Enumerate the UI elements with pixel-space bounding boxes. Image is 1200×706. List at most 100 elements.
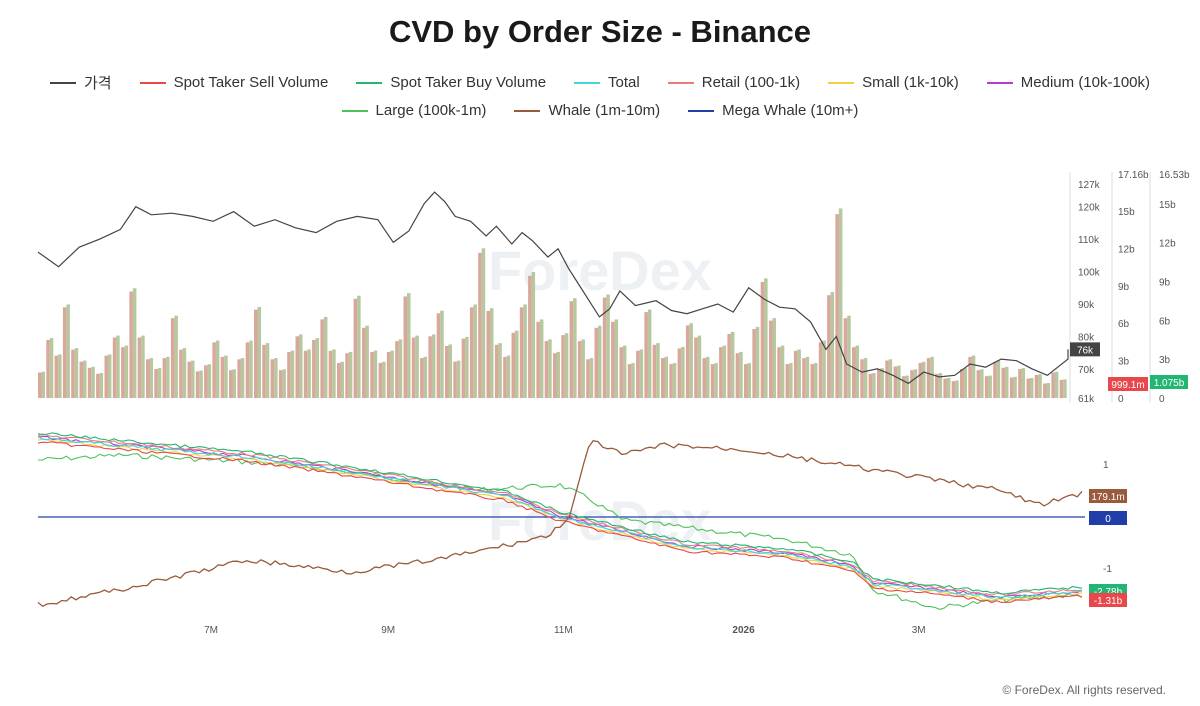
- sell-volume-bar: [1018, 369, 1022, 398]
- volume-bars: [38, 208, 1067, 398]
- buy-volume-bar: [888, 359, 893, 398]
- price-tick-label: 61k: [1078, 394, 1095, 405]
- sell-volume-bar: [104, 355, 108, 398]
- sell-volume-bar: [478, 252, 482, 398]
- retail-cvd-line: [37, 433, 1083, 597]
- buy-volume-bar: [465, 336, 469, 398]
- sell-volume-bar: [877, 369, 881, 398]
- sell-volume-bar: [428, 336, 432, 398]
- sell-volume-bar: [818, 342, 823, 398]
- buy-volume-bar: [149, 358, 153, 398]
- buy-volume-bar: [174, 315, 178, 398]
- buy-volume-bar: [490, 308, 494, 398]
- price-current-label: 76k: [1077, 345, 1094, 356]
- buy-volume-bar: [797, 349, 801, 398]
- buy-volume-bar: [224, 355, 228, 398]
- sell-volume-bar: [760, 281, 765, 398]
- sell-volume-bar: [337, 362, 341, 398]
- buy-volume-bar: [1054, 371, 1059, 398]
- legend-item-price[interactable]: 가격: [49, 72, 112, 93]
- buy-volume-bar: [191, 360, 195, 398]
- sell-volume-bar: [769, 320, 773, 398]
- buy-volume-bar: [74, 348, 79, 398]
- buy-volume-bar: [58, 354, 62, 398]
- buy-volume-bar: [631, 363, 635, 398]
- cvd-layer: [37, 432, 1085, 610]
- sell-volume-bar: [752, 329, 756, 398]
- buy-volume-tick-label: 9b: [1159, 277, 1171, 288]
- sell-volume-bar: [312, 339, 316, 398]
- buy-volume-bar: [407, 293, 411, 398]
- sell-volume-tick-label: 3b: [1118, 357, 1130, 368]
- sell-volume-bar: [594, 327, 598, 398]
- legend-item-large[interactable]: Large (100k-1m): [341, 102, 486, 119]
- sell-volume-bar: [220, 356, 225, 398]
- sell-volume-bar: [926, 358, 931, 398]
- legend-row-2: Large (100k-1m) Whale (1m-10m) Mega Whal…: [0, 102, 1200, 119]
- buy-volume-bar: [789, 363, 793, 398]
- legend-item-small[interactable]: Small (1k-10k): [828, 72, 959, 93]
- legend-item-total[interactable]: Total: [574, 72, 640, 93]
- legend-item-whale[interactable]: Whale (1m-10m): [514, 102, 660, 119]
- buy-volume-bar: [166, 356, 170, 398]
- buy-volume-bar: [863, 358, 868, 398]
- sell-volume-bar: [129, 291, 133, 398]
- buy-volume-bar: [141, 335, 145, 398]
- buy-volume-bar: [299, 334, 303, 398]
- buy-volume-bar: [988, 375, 992, 398]
- sell-volume-bar: [619, 347, 623, 398]
- buy-volume-bar: [290, 350, 295, 398]
- sell-volume-bar: [353, 298, 358, 398]
- sell-volume-bar: [453, 361, 457, 398]
- sell-volume-bar: [719, 347, 723, 398]
- buy-volume-bar: [564, 333, 569, 398]
- sell-volume-bar: [652, 344, 657, 398]
- sell-volume-bar: [1059, 379, 1064, 398]
- buy-volume-bar: [755, 326, 760, 398]
- legend-item-mega-whale[interactable]: Mega Whale (10m+): [688, 102, 858, 119]
- buy-volume-bar: [606, 294, 610, 398]
- buy-volume-bar: [124, 345, 129, 398]
- buy-volume-bar: [747, 363, 751, 398]
- buy-volume-bar: [199, 370, 203, 398]
- buy-volume-bar: [332, 349, 336, 398]
- legend-item-medium[interactable]: Medium (10k-100k): [986, 72, 1151, 93]
- sell-volume-tick-label: 15b: [1118, 207, 1135, 218]
- buy-volume-bar: [91, 366, 95, 398]
- buy-volume-bar: [448, 344, 452, 398]
- legend-swatch-large: [341, 109, 368, 112]
- x-axis-tick-label: 11M: [554, 625, 573, 636]
- spot-buy-cvd-line: [37, 432, 1083, 595]
- buy-volume-bar: [398, 339, 403, 398]
- buy-volume-bar: [872, 373, 876, 398]
- buy-volume-tick-label: 16.53b: [1159, 170, 1190, 181]
- sell-volume-bar: [852, 347, 856, 398]
- buy-volume-bar: [830, 292, 835, 398]
- sell-volume-bar: [503, 356, 507, 398]
- legend-item-spot-buy[interactable]: Spot Taker Buy Volume: [356, 72, 546, 93]
- buy-volume-bar: [855, 345, 859, 398]
- sell-volume-bar: [569, 301, 574, 398]
- buy-current-tag: [1150, 375, 1188, 389]
- buy-volume-bar: [1046, 383, 1051, 398]
- buy-volume-bar: [315, 338, 320, 398]
- buy-volume-bar: [215, 340, 220, 398]
- legend-label: Medium (10k-100k): [1020, 74, 1151, 91]
- sell-volume-bar: [910, 370, 914, 398]
- sell-volume-bar: [237, 359, 241, 398]
- cvd-value-label: 179.1m: [1091, 492, 1124, 503]
- sell-volume-bar: [170, 318, 175, 398]
- buy-volume-bar: [980, 369, 984, 398]
- sell-volume-tick-label: 9b: [1118, 282, 1130, 293]
- legend-label: 가격: [83, 75, 112, 92]
- sell-volume-bar: [187, 361, 191, 398]
- sell-volume-bar: [727, 333, 731, 398]
- legend-item-spot-sell[interactable]: Spot Taker Sell Volume: [139, 72, 328, 93]
- price-tick-label: 120k: [1078, 203, 1101, 214]
- sell-volume-tick-label: 17.16b: [1118, 170, 1149, 181]
- price-tick-label: 110k: [1078, 235, 1100, 246]
- sell-volume-bar: [1026, 378, 1030, 398]
- sell-volume-bar: [179, 349, 183, 398]
- buy-volume-bar: [880, 368, 884, 398]
- legend-item-retail[interactable]: Retail (100-1k): [667, 72, 800, 93]
